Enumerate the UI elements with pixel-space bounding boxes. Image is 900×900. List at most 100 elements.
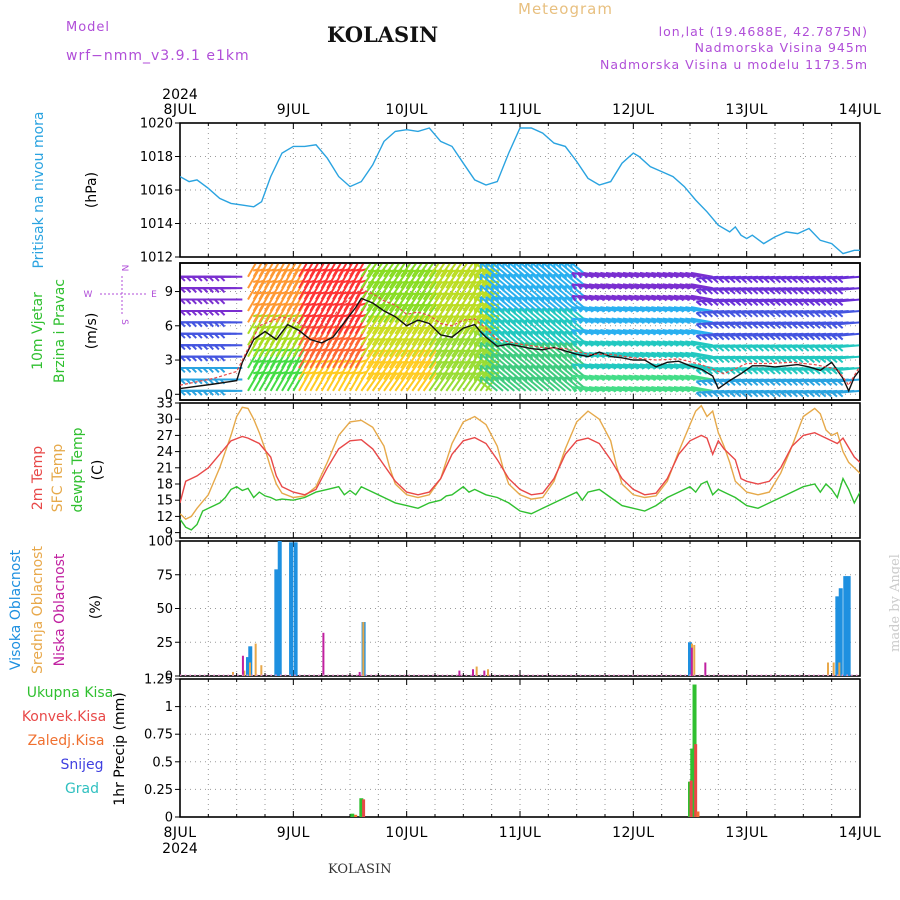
wind-barb-tick	[610, 283, 616, 290]
wind-barb	[394, 338, 409, 358]
wind-barb	[428, 280, 443, 301]
precip-bar-total_precip	[350, 813, 355, 817]
cloud-baseline-mark	[422, 674, 425, 676]
cloud-bar-high_cloud	[835, 596, 840, 676]
wind-barb	[456, 303, 472, 323]
wind-barb-tick	[673, 272, 679, 279]
wind-barb-tick	[820, 392, 827, 398]
wind-barb	[456, 263, 469, 278]
wind-barb-tick	[684, 306, 690, 313]
wind-barb	[405, 280, 421, 301]
wind-barb	[536, 284, 555, 301]
y-tick-label: 24	[156, 445, 173, 460]
cloud-bar-mid_cloud	[487, 669, 489, 676]
wind-barb-tick	[490, 308, 494, 315]
wind-barb-tick	[684, 340, 690, 347]
wind-barb	[445, 372, 460, 392]
wind-barb	[491, 263, 510, 278]
wind-barb-tick	[780, 312, 787, 318]
wind-barb-tick	[763, 369, 770, 375]
wind-barb-tick	[493, 259, 499, 260]
wind-barb-tick	[582, 317, 588, 325]
wind-barb	[445, 269, 460, 289]
wind-barb	[491, 284, 510, 301]
wind-barb-tick	[593, 375, 599, 382]
wind-barb-tick	[837, 277, 844, 284]
wind-barb	[553, 296, 572, 312]
wind-barb	[542, 375, 561, 392]
wind-barb-tick	[321, 258, 327, 260]
wind-barb	[394, 315, 409, 335]
cloud-baseline-mark	[360, 674, 363, 676]
wind-barb-tick	[524, 330, 528, 338]
x-label-top: 11JUL	[499, 102, 542, 118]
wind-barb	[371, 326, 387, 346]
wind-barb	[542, 318, 561, 335]
wind-barb	[456, 326, 472, 346]
wind-barb-tick	[485, 273, 488, 281]
wind-barb-tick	[656, 272, 662, 279]
cloud-baseline-mark	[218, 674, 220, 676]
wind-barb-tick	[185, 367, 192, 373]
wind-barb-tick	[712, 300, 719, 307]
wind-barb-tick	[208, 333, 214, 339]
wind-barb-tick	[746, 300, 753, 307]
wind-barb-tick	[164, 334, 168, 338]
wind-barb-tick	[610, 306, 616, 313]
wind-barb	[360, 338, 375, 358]
wind-barb-tick	[735, 380, 742, 386]
cloud-baseline-mark	[189, 674, 192, 676]
wind-barb-tick	[758, 323, 764, 329]
cloud-baseline-mark	[279, 674, 282, 676]
wind-barb-tick	[724, 357, 730, 364]
wind-barb	[553, 375, 572, 392]
wind-barb	[451, 269, 466, 289]
wind-barb	[377, 280, 392, 301]
wind-barb-tick	[530, 353, 533, 360]
wind-barb-tick	[763, 380, 770, 386]
wind-barb	[428, 263, 441, 278]
wind-barb-tick	[718, 300, 725, 307]
wind-barb-tick	[639, 363, 645, 370]
wind-barb-tick	[547, 273, 550, 281]
y-tick-label: 0.25	[144, 783, 173, 798]
wind-barb-tick	[164, 311, 168, 315]
wind-barb-tick	[507, 342, 511, 349]
wind-barb-tick	[667, 272, 673, 279]
wind-barb-tick	[571, 317, 577, 325]
wind-barb	[553, 353, 572, 369]
wind-barb	[536, 307, 555, 324]
wind-barb	[496, 364, 515, 381]
cloud-baseline-mark	[713, 674, 715, 676]
wind-barb-tick	[490, 365, 494, 372]
panel-temperature-frame	[179, 402, 861, 539]
wind-barb-tick	[627, 363, 633, 370]
wind-barb	[474, 330, 493, 346]
wind-barb-tick	[519, 308, 522, 315]
wind-barb-tick	[729, 357, 736, 364]
wind-barb	[479, 296, 498, 312]
wind-barb-tick	[158, 379, 162, 383]
wind-barb-tick	[588, 295, 594, 302]
wind-barb	[519, 318, 538, 335]
wind-barb-tick	[724, 312, 730, 318]
wind-barb-tick	[485, 296, 488, 303]
wind-barb-tick	[402, 259, 408, 260]
wind-barb	[400, 349, 415, 369]
wind-barb	[417, 280, 432, 301]
wind-barb-tick	[684, 375, 690, 382]
wind-barb-tick	[519, 353, 522, 360]
wind-barb-tick	[502, 319, 505, 326]
wind-barb-tick	[196, 321, 203, 328]
y-tick-label: 1018	[140, 150, 173, 165]
wind-barb-tick	[718, 323, 725, 329]
cloud-baseline-mark	[727, 674, 729, 676]
wind-barb	[485, 263, 504, 278]
wind-barb-tick	[769, 323, 776, 329]
cloud-baseline-mark	[627, 674, 629, 676]
wind-barb	[371, 372, 387, 392]
wind-barb-tick	[678, 340, 684, 347]
cloud-baseline-mark	[841, 674, 844, 676]
wind-barb-tick	[707, 277, 713, 284]
wind-barb-tick	[610, 329, 616, 336]
